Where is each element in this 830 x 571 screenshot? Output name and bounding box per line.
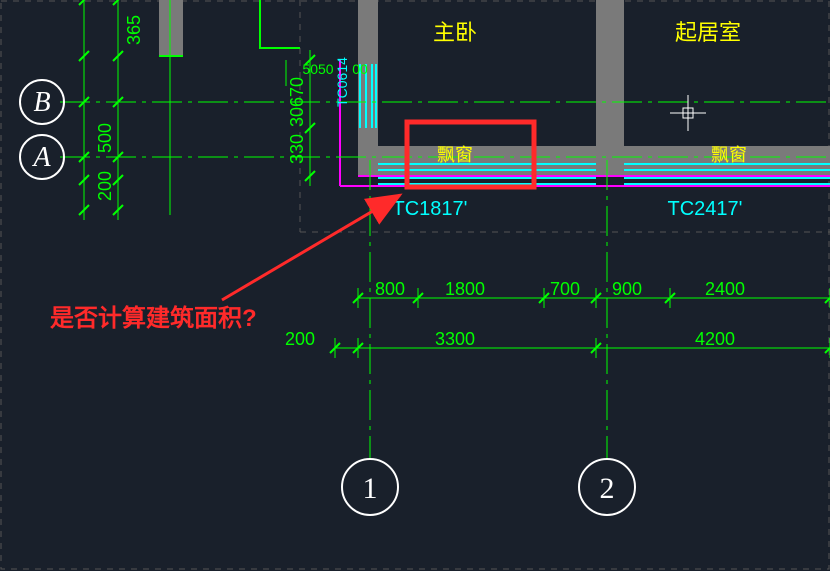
bay_window_1: 飘窗 xyxy=(437,145,473,165)
dim-h: 3300 xyxy=(435,329,475,349)
cad-viewport[interactable]: 800 1800 700 900 2400 200 3300 4200 5050 00 365 50… xyxy=(0,0,830,571)
axis_1-label: 1 xyxy=(363,472,378,505)
window_tc0614: TC0614 xyxy=(334,57,350,107)
axis-lines xyxy=(60,0,830,460)
dim-h: 1800 xyxy=(445,279,485,299)
room-labels: 主卧 起居室飘窗 飘窗 xyxy=(433,20,747,165)
dim-h: 800 xyxy=(375,279,405,299)
window_tc2417: TC2417' xyxy=(668,198,743,220)
dim-v: 200 xyxy=(95,171,115,201)
dim-h: 4200 xyxy=(695,329,735,349)
dim-v: 500 xyxy=(95,123,115,153)
dim-h: 2400 xyxy=(705,279,745,299)
dim-h: 900 xyxy=(612,279,642,299)
dim-h: 200 xyxy=(285,329,315,349)
dim-h: 700 xyxy=(550,279,580,299)
dim-h: 00 xyxy=(352,61,368,77)
dim-v: 30670 xyxy=(287,77,307,127)
dim-h: 5050 xyxy=(302,61,333,77)
dim-v: 330 xyxy=(287,134,307,164)
living_room: 起居室 xyxy=(675,20,741,45)
bay_window_2: 飘窗 xyxy=(711,145,747,165)
window-tags: TC1817' TC2417' TC0614 xyxy=(334,57,742,220)
axis_B-label: B xyxy=(33,87,50,118)
annotation-question: 是否计算建筑面积? xyxy=(50,304,257,332)
axis_A-label: A xyxy=(31,142,51,173)
cad-cursor xyxy=(670,95,706,131)
window_tc1817: TC1817' xyxy=(393,198,468,220)
annotation-arrow xyxy=(222,195,400,300)
master_bedroom: 主卧 xyxy=(433,20,477,45)
axis_2-label: 2 xyxy=(600,472,615,505)
dim-texts-v: 365 500 200 30670 330 xyxy=(95,15,307,201)
dim-v: 365 xyxy=(124,15,144,45)
